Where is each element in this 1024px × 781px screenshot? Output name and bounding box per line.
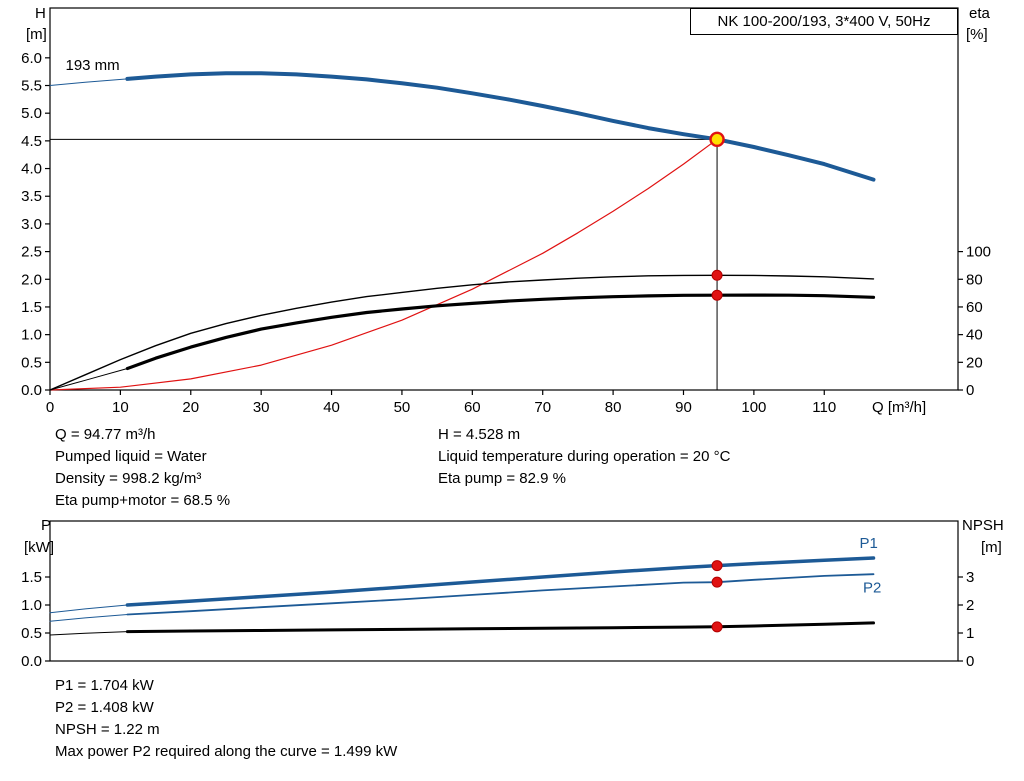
annotation-p1: P1 [859,535,877,552]
chart-power: 0.0 0.5 1.0 1.5 0 1 2 3 P1 P2 [21,520,974,670]
detail-npsh: NPSH = 1.22 m [55,721,160,738]
plot-border [49,7,959,391]
npsh-axis-title: NPSH [962,517,1004,534]
duty-details-right-column: H = 4.528 m Liquid temperature during op… [438,424,730,490]
y-right-tick-label: 1 [966,625,974,642]
p2-lead [49,614,128,622]
x-tick-label: 30 [253,399,270,416]
y-left-tick-label: 1.0 [21,327,42,344]
y-left-tick-label: 5.0 [21,105,42,122]
q-axis-title: Q [m³/h] [872,399,927,416]
detail-flow: Q = 94.77 m³/h [55,426,156,443]
y-left-tick-label: 6.0 [21,50,42,67]
y-right-tick-label: 100 [966,244,991,261]
detail-liquid-temperature: Liquid temperature during operation = 20… [438,448,731,465]
y-left-tick-label: 0.5 [21,625,42,642]
y-left-tick-label: 5.5 [21,78,42,95]
h-axis-unit: [m] [26,26,47,43]
annotation-p2: P2 [863,580,881,597]
x-tick-label: 50 [394,399,411,416]
y-left-tick-label: 2.5 [21,244,42,261]
eta-axis-unit: [%] [966,26,988,43]
curve-point-marker [711,621,723,633]
y-left-tick-label: 0.0 [21,653,42,670]
p1-curve [125,556,876,607]
p-axis-unit: [kW] [24,539,54,556]
x-tick-label: 40 [323,399,340,416]
npsh-lead [49,631,128,636]
x-tick-label: 100 [741,399,766,416]
y-right-tick-label: 3 [966,569,974,586]
y-right-tick-label: 60 [966,299,983,316]
chart-qh: 0 10 20 30 40 50 60 70 80 90 100 110 0.0 0.5 1.0 1.5 2.0… [21,7,991,416]
detail-density: Density = 998.2 kg/m³ [55,470,202,487]
detail-eta-pump: Eta pump = 82.9 % [438,470,566,487]
x-tick-label: 90 [675,399,692,416]
x-tick-label: 110 [812,399,836,416]
detail-pumped-liquid: Pumped liquid = Water [55,448,207,465]
detail-max-power-p2: Max power P2 required along the curve = … [55,743,398,760]
y-left-tick-label: 2.0 [21,271,42,288]
x-tick-label: 10 [112,399,129,416]
npsh-axis-unit: [m] [981,539,1002,556]
npsh-curve [125,621,875,634]
y-left-tick-label: 4.5 [21,133,42,150]
p1-lead [49,604,128,614]
pump-title-box: NK 100-200/193, 3*400 V, 50Hz [690,8,958,35]
annotation-193-mm: 193 mm [65,57,119,74]
p-axis-title: P [41,517,52,534]
y-right-tick-label: 2 [966,597,974,614]
plot-border [49,520,959,662]
eta-pump-motor-lead [49,368,128,391]
h-axis-title: H [35,5,46,22]
duty-details-left-column: Q = 94.77 m³/h Pumped liquid = Water Den… [55,424,230,512]
eta-axis-title: eta [969,5,990,22]
y-right-tick-label: 0 [966,653,974,670]
y-left-tick-label: 0.0 [21,382,42,399]
y-left-tick-label: 0.5 [21,354,42,371]
y-left-tick-label: 1.5 [21,569,42,586]
y-left-tick-label: 3.5 [21,188,42,205]
p2-curve [126,573,875,616]
x-tick-label: 0 [46,399,54,416]
eta-pump-motor-curve [125,293,876,371]
system-curve [49,138,718,391]
detail-p2: P2 = 1.408 kW [55,699,154,716]
curve-point-marker [711,560,723,572]
curve-point-marker [711,269,723,281]
head-curve [125,71,876,182]
y-left-tick-label: 1.5 [21,299,42,316]
y-right-tick-label: 80 [966,271,983,288]
curve-point-marker [711,576,723,588]
y-left-tick-label: 1.0 [21,597,42,614]
y-left-tick-label: 3.0 [21,216,42,233]
x-tick-label: 70 [534,399,551,416]
power-details-column: P1 = 1.704 kW P2 = 1.408 kW NPSH = 1.22 … [55,675,397,763]
x-tick-label: 20 [182,399,199,416]
y-right-tick-label: 40 [966,327,983,344]
eta-pump-curve [49,274,875,391]
x-tick-label: 80 [605,399,622,416]
detail-head: H = 4.528 m [438,426,521,443]
y-right-tick-label: 0 [966,382,974,399]
y-right-tick-label: 20 [966,354,983,371]
detail-p1: P1 = 1.704 kW [55,677,154,694]
y-left-tick-label: 4.0 [21,161,42,178]
detail-eta-pump-motor: Eta pump+motor = 68.5 % [55,492,231,509]
x-tick-label: 60 [464,399,481,416]
head-curve-lead [49,78,128,86]
duty-point-marker[interactable] [709,131,725,148]
curve-point-marker [711,289,723,301]
